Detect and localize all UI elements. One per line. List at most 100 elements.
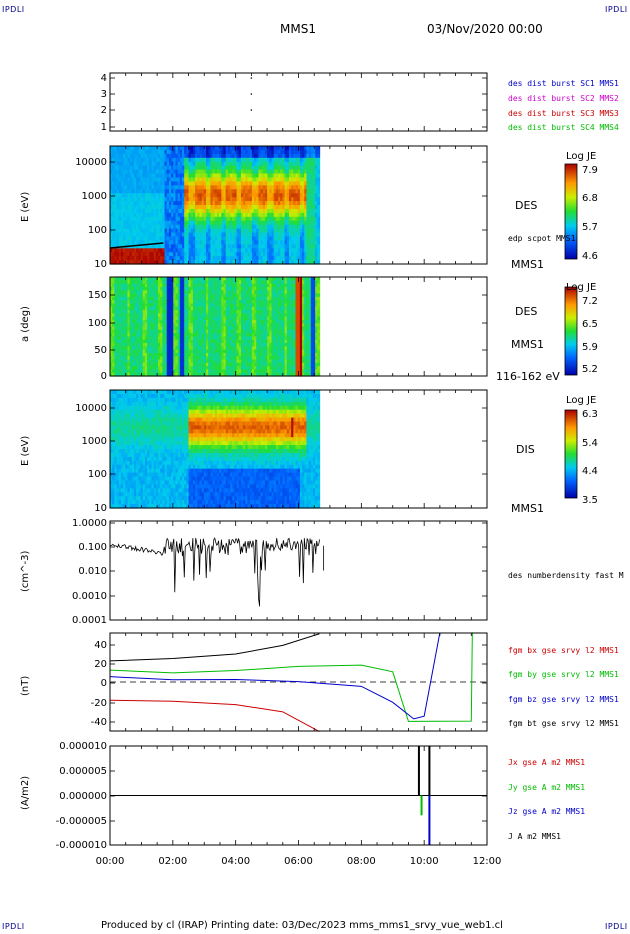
des-energy-spectrogram: [140, 181, 144, 186]
des-pitch-spectrogram: [177, 369, 181, 374]
des-pitch-spectrogram: [114, 326, 118, 331]
des-energy-spectrogram: [195, 197, 198, 202]
des-energy-spectrogram: [280, 256, 284, 261]
des-energy-spectrogram: [273, 169, 277, 175]
des-energy-spectrogram: [232, 252, 236, 257]
des-pitch-spectrogram: [234, 286, 238, 291]
des-energy-spectrogram: [173, 181, 177, 186]
des-pitch-spectrogram: [116, 356, 120, 361]
des-energy-spectrogram: [317, 228, 321, 234]
des-pitch-spectrogram: [142, 303, 146, 308]
des-energy-spectrogram: [171, 161, 174, 167]
des-energy-spectrogram: [247, 220, 251, 226]
des-energy-spectrogram: [136, 252, 139, 257]
des-pitch-spectrogram: [240, 313, 244, 318]
des-energy-spectrogram: [164, 177, 168, 182]
des-pitch-spectrogram: [171, 329, 174, 334]
des-energy-spectrogram: [158, 208, 161, 214]
des-energy-spectrogram: [264, 224, 268, 230]
des-energy-spectrogram: [175, 161, 179, 167]
des-energy-spectrogram: [234, 244, 238, 249]
des-energy-spectrogram: [275, 240, 279, 245]
des-pitch-spectrogram: [110, 333, 113, 337]
des-energy-spectrogram: [249, 197, 253, 202]
des-energy-spectrogram: [151, 232, 155, 238]
des-pitch-spectrogram: [199, 326, 203, 331]
des-energy-spectrogram: [110, 256, 113, 261]
des-pitch-spectrogram: [232, 339, 236, 344]
des-energy-spectrogram: [273, 193, 277, 198]
des-energy-spectrogram: [162, 161, 166, 167]
des-pitch-spectrogram: [149, 339, 153, 344]
des-energy-spectrogram: [267, 197, 270, 202]
des-pitch-spectrogram: [186, 290, 190, 295]
des-energy-spectrogram: [177, 153, 181, 159]
des-pitch-spectrogram: [138, 290, 142, 295]
des-energy-spectrogram: [245, 216, 249, 222]
des-pitch-spectrogram: [158, 316, 161, 321]
des-energy-spectrogram: [299, 146, 303, 151]
des-energy-spectrogram: [190, 189, 194, 194]
des-pitch-spectrogram: [118, 372, 122, 377]
des-energy-spectrogram: [155, 161, 159, 167]
des-pitch-spectrogram: [120, 283, 124, 288]
des-pitch-spectrogram: [125, 352, 129, 357]
des-energy-spectrogram: [302, 260, 305, 265]
des-pitch-spectrogram: [155, 283, 159, 288]
des-pitch-spectrogram: [236, 333, 240, 337]
des-pitch-spectrogram: [256, 333, 260, 337]
des-pitch-spectrogram: [160, 280, 163, 285]
des-pitch-spectrogram: [256, 366, 260, 370]
des-pitch-spectrogram: [177, 296, 181, 301]
des-pitch-spectrogram: [164, 326, 168, 331]
des-pitch-spectrogram: [208, 293, 212, 298]
des-pitch-spectrogram: [129, 362, 133, 367]
des-energy-spectrogram: [258, 232, 262, 238]
des-energy-spectrogram: [310, 157, 314, 163]
des-pitch-spectrogram: [155, 343, 159, 347]
des-energy-spectrogram: [230, 165, 233, 171]
des-pitch-spectrogram: [216, 296, 220, 301]
des-energy-spectrogram: [134, 193, 137, 198]
des-energy-spectrogram: [153, 208, 157, 214]
des-pitch-spectrogram: [227, 336, 231, 341]
des-energy-spectrogram: [306, 161, 310, 167]
des-energy-spectrogram: [136, 212, 139, 218]
des-energy-spectrogram: [190, 224, 194, 230]
des-energy-spectrogram: [297, 169, 301, 175]
des-energy-spectrogram: [186, 205, 190, 210]
des-pitch-spectrogram: [155, 366, 159, 370]
des-energy-spectrogram: [216, 220, 220, 226]
des-energy-spectrogram: [299, 208, 303, 214]
des-pitch-spectrogram: [144, 359, 148, 364]
des-energy-spectrogram: [282, 248, 286, 253]
des-pitch-spectrogram: [249, 323, 253, 328]
des-pitch-spectrogram: [245, 372, 249, 377]
des-energy-spectrogram: [304, 181, 308, 186]
des-energy-spectrogram: [278, 205, 281, 210]
des-energy-spectrogram: [151, 177, 155, 182]
des-energy-spectrogram: [195, 149, 198, 155]
des-pitch-spectrogram: [142, 356, 146, 361]
des-pitch-spectrogram: [149, 346, 153, 351]
des-energy-spectrogram: [227, 169, 231, 175]
des-energy-spectrogram: [114, 260, 118, 265]
des-energy-spectrogram: [275, 236, 279, 241]
des-energy-spectrogram: [112, 157, 115, 163]
des-pitch-spectrogram: [155, 336, 159, 341]
des-pitch-spectrogram: [236, 362, 240, 367]
des-energy-spectrogram: [188, 236, 192, 241]
des-energy-spectrogram: [284, 248, 288, 253]
des-energy-spectrogram: [164, 153, 168, 159]
des-energy-spectrogram: [245, 153, 249, 159]
des-pitch-spectrogram: [186, 293, 190, 298]
des-pitch-spectrogram: [138, 316, 142, 321]
des-energy-spectrogram: [219, 181, 222, 186]
des-energy-spectrogram: [158, 205, 161, 210]
des-energy-spectrogram: [208, 157, 212, 163]
des-energy-spectrogram: [206, 149, 209, 155]
des-energy-spectrogram: [267, 146, 270, 151]
des-energy-spectrogram: [225, 208, 229, 214]
des-pitch-spectrogram: [262, 300, 266, 304]
des-pitch-spectrogram: [247, 303, 251, 308]
